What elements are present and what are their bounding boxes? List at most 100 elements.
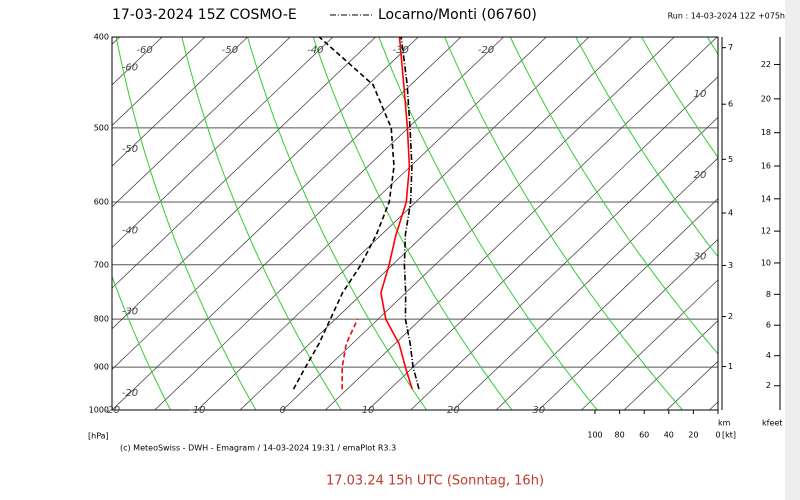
kfeet-tick-label: 4: [766, 351, 771, 360]
isotherm: [325, 37, 718, 410]
dry-adiabat: [112, 275, 171, 410]
y-tick-label: 900: [94, 363, 109, 372]
plot-frame: [111, 36, 719, 411]
isotherm: [112, 37, 248, 167]
isotherm: [538, 238, 718, 410]
isotherm: [112, 37, 206, 126]
wind-unit: [kt]: [722, 431, 736, 440]
isotherm: [581, 279, 718, 410]
isotherm-label: -50: [222, 45, 238, 56]
km-tick-label: 3: [728, 261, 733, 270]
profile-layer: [292, 37, 420, 390]
km-tick-label: 5: [728, 155, 733, 164]
kfeet-tick-label: 8: [766, 290, 771, 299]
isotherm-label: -30: [122, 307, 138, 318]
km-tick-label: 2: [728, 312, 733, 321]
kfeet-tick-label: 20: [761, 94, 771, 103]
isotherm-label: -40: [307, 45, 323, 56]
wind-tick-label: 40: [664, 431, 674, 440]
isotherm-label: -50: [122, 144, 138, 155]
isotherm: [623, 320, 718, 410]
y-tick-label: 700: [94, 260, 109, 269]
y-tick-label: 800: [94, 315, 109, 324]
isotherm-label: 20: [694, 170, 707, 181]
km-tick-label: 4: [728, 209, 733, 218]
dry-adiabat: [312, 37, 513, 410]
profile-line: [341, 318, 359, 390]
dry-adiabat: [115, 37, 257, 410]
isotherm: [367, 76, 718, 410]
isotherm: [112, 37, 504, 410]
km-unit: km: [718, 419, 731, 428]
isotherm: [112, 37, 419, 330]
caption: 17.03.24 15h UTC (Sonntag, 16h): [326, 474, 544, 489]
wind-tick-label: 0: [715, 431, 720, 440]
kfeet-unit: kfeet: [762, 419, 782, 428]
profile-line: [380, 37, 413, 390]
isotherm-label: -20: [104, 405, 120, 416]
isotherm: [112, 37, 291, 208]
kfeet-tick-label: 22: [761, 60, 771, 69]
isotherm: [410, 116, 718, 410]
isotherm: [112, 37, 120, 45]
isotherm-label: -20: [478, 45, 494, 56]
isotherm: [453, 157, 718, 410]
profile-line: [292, 37, 395, 390]
isotherm: [154, 37, 547, 410]
y-tick-label: 400: [94, 33, 109, 42]
isotherm-label: 30: [694, 251, 707, 262]
isotherm-label: -60: [136, 45, 152, 56]
chart-title: 17-03-2024 15Z COSMO-E: [112, 7, 297, 23]
kfeet-tick-label: 14: [761, 194, 771, 203]
isotherm-label: -30: [392, 45, 408, 56]
isotherm-label: 30: [532, 405, 545, 416]
dry-adiabat: [0, 37, 85, 410]
dry-adiabat: [575, 37, 718, 258]
grid-layer: [0, 37, 718, 410]
kfeet-tick-label: 6: [766, 321, 771, 330]
isotherm-label: -60: [122, 63, 138, 74]
isotherm-label: -10: [189, 405, 205, 416]
kfeet-tick-label: 16: [761, 162, 771, 171]
dry-adiabat: [641, 37, 718, 159]
kfeet-tick-label: 12: [761, 227, 771, 236]
isotherm: [239, 37, 632, 410]
wind-tick-label: 60: [639, 431, 649, 440]
credit: (c) MeteoSwiss - DWH - Emagram / 14-03-2…: [120, 444, 396, 453]
isotherm-label: -20: [122, 388, 138, 399]
km-tick-label: 1: [728, 362, 733, 371]
km-tick-label: 6: [728, 100, 733, 109]
y-tick-label: 500: [94, 123, 109, 132]
wind-tick-label: 20: [688, 431, 698, 440]
isotherm: [112, 37, 163, 86]
isotherm-label: 0: [280, 405, 286, 416]
wind-tick-label: 100: [587, 431, 602, 440]
km-tick-label: 7: [728, 43, 733, 52]
isotherm: [112, 37, 334, 248]
isotherm-label: 10: [362, 405, 375, 416]
dry-adiabat: [378, 37, 598, 410]
kfeet-tick-label: 10: [761, 258, 771, 267]
isotherm: [112, 37, 376, 289]
isotherm: [0, 37, 77, 410]
isotherm: [282, 37, 675, 410]
kfeet-tick-label: 18: [761, 128, 771, 137]
dry-adiabat: [247, 37, 427, 410]
wind-tick-label: 80: [615, 431, 625, 440]
dry-adiabat: [444, 37, 683, 410]
profile-line: [400, 37, 420, 390]
legend-label: Locarno/Monti (06760): [378, 7, 537, 23]
dry-adiabat: [509, 37, 718, 355]
y-tick-label: 1000: [89, 406, 109, 415]
kfeet-tick-label: 2: [766, 381, 771, 390]
isotherm-label: 20: [447, 405, 460, 416]
isotherm-label: 10: [694, 89, 707, 100]
isotherm-label: -40: [122, 225, 138, 236]
y-unit: [hPa]: [88, 432, 109, 441]
isotherm: [495, 198, 718, 410]
isotherm: [112, 37, 462, 370]
y-tick-label: 600: [94, 198, 109, 207]
dry-adiabat: [181, 37, 342, 410]
